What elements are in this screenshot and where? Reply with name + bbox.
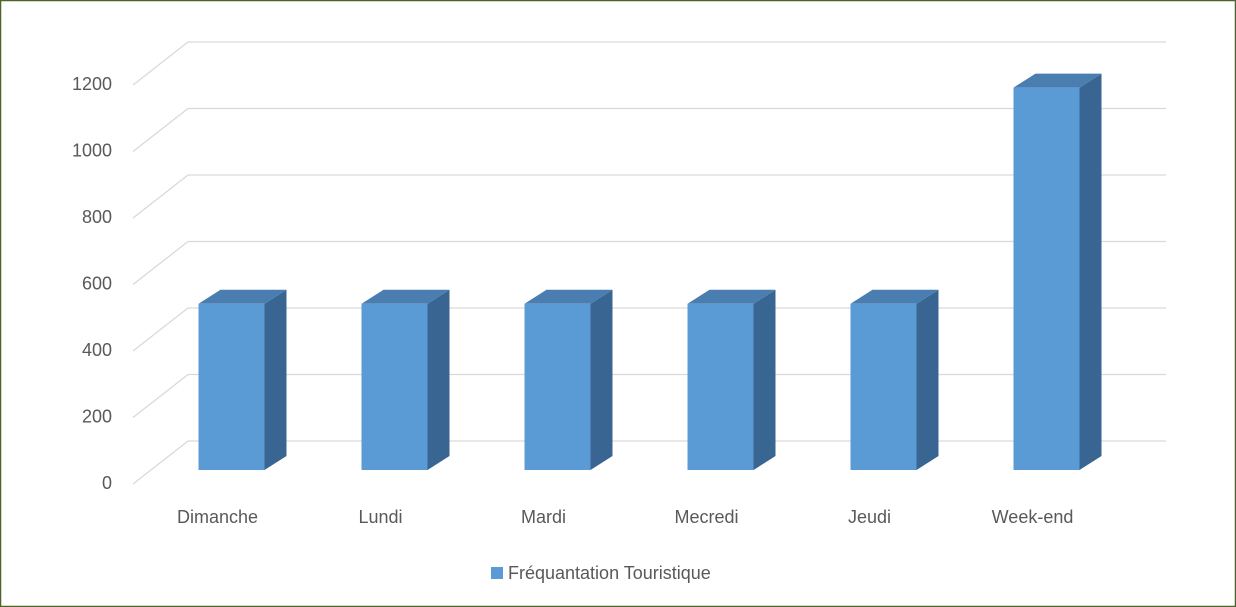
y-tick-label: 0: [102, 473, 112, 493]
legend-swatch: [491, 567, 503, 579]
x-tick-label: Mecredi: [674, 507, 738, 527]
bar-side: [753, 289, 776, 470]
bar-top: [1013, 73, 1102, 88]
bar-top: [524, 289, 613, 304]
bar-top: [361, 289, 450, 304]
y-tick-label: 1000: [72, 140, 112, 160]
legend-label: Fréquantation Touristique: [508, 563, 711, 583]
grid-line: [132, 440, 1166, 485]
bar-top: [850, 289, 939, 304]
bar: [361, 289, 450, 470]
bar-front: [361, 303, 428, 470]
y-tick-label: 1200: [72, 74, 112, 94]
y-tick-label: 400: [82, 340, 112, 360]
bar: [687, 289, 776, 470]
bar: [850, 289, 939, 470]
bar-front: [524, 303, 591, 470]
y-tick-label: 800: [82, 207, 112, 227]
y-tick-label: 200: [82, 406, 112, 426]
bar: [524, 289, 613, 470]
grid-line: [132, 41, 1166, 86]
grid-line: [132, 174, 1166, 219]
x-tick-label: Lundi: [358, 507, 402, 527]
x-tick-label: Dimanche: [177, 507, 258, 527]
bar-front: [850, 303, 917, 470]
x-tick-label: Week-end: [992, 507, 1074, 527]
bar-side: [264, 289, 287, 470]
bar-top: [687, 289, 776, 304]
bar-front: [687, 303, 754, 470]
bar-front: [198, 303, 265, 470]
grid-line: [132, 307, 1166, 352]
bar-front: [1013, 87, 1080, 470]
y-tick-label: 600: [82, 273, 112, 293]
bar-side: [1079, 73, 1102, 470]
grid-line: [132, 373, 1166, 419]
x-tick-label: Mardi: [521, 507, 566, 527]
bar-side: [427, 289, 450, 470]
bar-side: [916, 289, 939, 470]
x-tick-label: Jeudi: [848, 507, 891, 527]
bar: [1013, 73, 1102, 470]
bar: [198, 289, 287, 470]
bar-top: [198, 289, 287, 304]
grid-line: [132, 240, 1166, 286]
grid-line: [132, 107, 1166, 153]
bar-side: [590, 289, 613, 470]
